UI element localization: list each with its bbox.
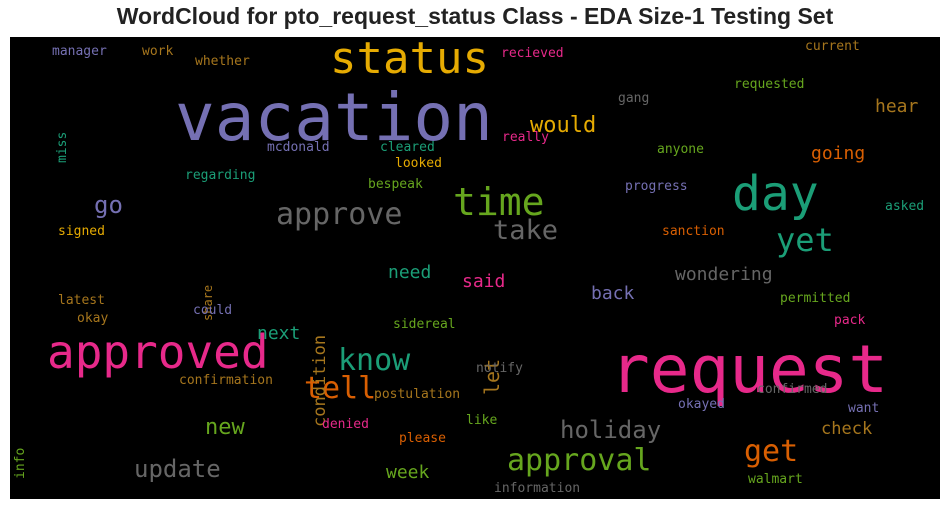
word-sidereal: sidereal — [393, 317, 456, 332]
word-signed: signed — [58, 224, 105, 239]
word-request: request — [610, 331, 889, 408]
word-info: info — [13, 447, 28, 479]
word-anyone: anyone — [657, 142, 704, 157]
word-next: next — [257, 323, 301, 344]
word-progress: progress — [625, 179, 688, 194]
word-week: week — [386, 462, 430, 483]
word-requested: requested — [734, 77, 805, 92]
word-cleared: cleared — [380, 140, 435, 155]
word-information: information — [494, 481, 581, 496]
word-going: going — [811, 143, 866, 164]
word-day: day — [732, 166, 819, 222]
word-okay: okay — [77, 311, 109, 326]
word-asked: asked — [885, 199, 925, 214]
word-go: go — [94, 191, 123, 219]
word-walmart: walmart — [748, 472, 803, 487]
word-whether: whether — [195, 54, 250, 69]
word-wondering: wondering — [675, 264, 773, 285]
word-postulation: postulation — [374, 387, 461, 402]
word-recieved: recieved — [501, 46, 564, 61]
word-gang: gang — [618, 91, 650, 106]
word-denied: denied — [322, 417, 369, 432]
word-could: could — [193, 303, 233, 318]
word-new: new — [205, 415, 245, 440]
word-status: status — [330, 37, 489, 84]
word-tell: tell — [304, 371, 377, 406]
word-latest: latest — [58, 293, 105, 308]
word-bespeak: bespeak — [368, 177, 423, 192]
word-cloud-canvas: vacation request approved status day time appr… — [10, 37, 940, 499]
word-really: really — [502, 130, 549, 145]
word-pack: pack — [834, 313, 866, 328]
word-permitted: permitted — [780, 291, 851, 306]
word-want: want — [848, 401, 880, 416]
word-notify: notify — [476, 361, 523, 376]
word-confirmed: confirmed — [757, 382, 828, 397]
chart-title: WordCloud for pto_request_status Class -… — [116, 3, 834, 29]
word-condition: condition — [310, 334, 330, 427]
word-said: said — [462, 271, 506, 292]
word-mcdonald: mcdonald — [267, 140, 330, 155]
word-hear: hear — [875, 96, 919, 117]
word-work: work — [142, 44, 174, 59]
word-vacation: vacation — [175, 79, 493, 156]
word-looked: looked — [395, 156, 442, 171]
word-approve: approve — [276, 197, 403, 232]
word-know: know — [338, 343, 411, 378]
word-okayed: okayed — [678, 397, 725, 412]
word-take: take — [493, 215, 559, 246]
word-update: update — [134, 455, 221, 483]
word-time: time — [453, 180, 545, 224]
word-holiday: holiday — [560, 416, 662, 444]
word-approval: approval — [507, 443, 652, 478]
word-get: get — [744, 434, 799, 469]
word-current: current — [805, 39, 860, 54]
word-would: would — [530, 113, 597, 138]
word-sanction: sanction — [662, 224, 725, 239]
word-like: like — [466, 413, 498, 428]
word-please: please — [399, 431, 446, 446]
word-need: need — [388, 262, 432, 283]
word-confirmation: confirmation — [179, 373, 273, 388]
word-back: back — [591, 283, 635, 304]
word-miss: miss — [55, 131, 70, 163]
word-yet: yet — [776, 221, 834, 259]
word-regarding: regarding — [185, 168, 256, 183]
word-check: check — [821, 419, 873, 439]
word-manager: manager — [52, 44, 107, 59]
word-approved: approved — [47, 325, 269, 379]
